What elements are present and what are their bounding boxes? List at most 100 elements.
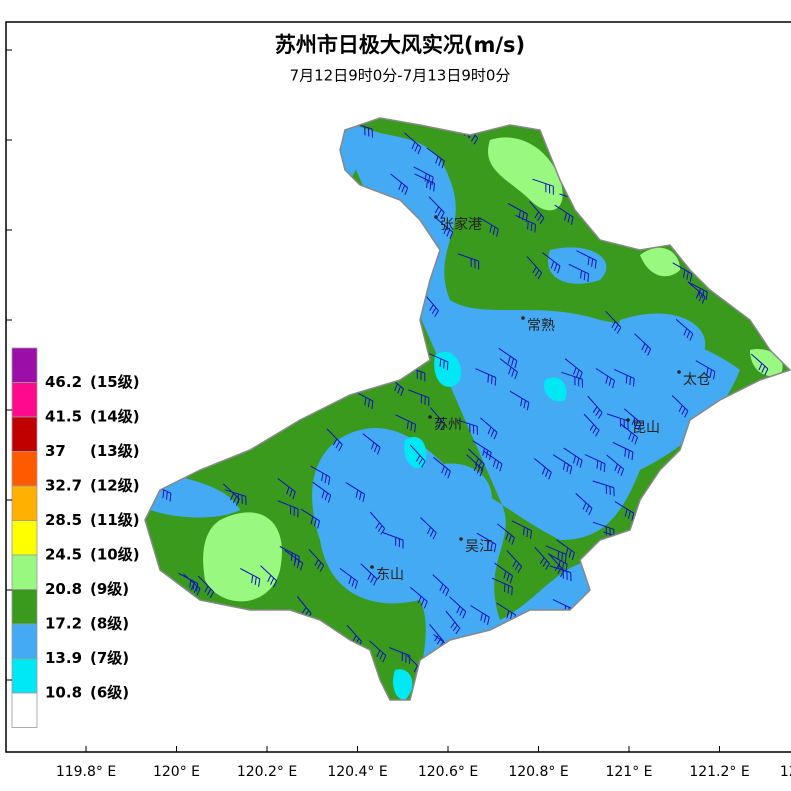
wind-barb xyxy=(730,568,752,587)
legend-grade: (15级) xyxy=(90,373,140,391)
wind-barb xyxy=(498,347,518,369)
wind-barb xyxy=(711,187,732,207)
wind-barb xyxy=(750,456,769,478)
wind-barb xyxy=(276,137,296,158)
wind-barb xyxy=(595,368,615,389)
wind-barb xyxy=(345,482,366,503)
wind-barb xyxy=(369,511,386,535)
wind-barb xyxy=(497,523,515,545)
wind-barb xyxy=(387,317,404,341)
wind-barb xyxy=(224,489,247,506)
wind-barb xyxy=(687,281,706,304)
wind-barb xyxy=(427,352,449,371)
wind-barb xyxy=(740,525,759,548)
legend-swatch xyxy=(11,658,38,694)
wind-barb xyxy=(669,522,688,544)
wind-barb xyxy=(164,628,182,651)
x-tick-label: 120.6° E xyxy=(418,764,478,780)
wind-barb xyxy=(672,262,693,282)
wind-barb xyxy=(206,154,226,175)
wind-barb xyxy=(701,494,720,516)
wind-barb xyxy=(583,413,600,437)
legend-swatch xyxy=(11,347,38,383)
legend-grade: (7级) xyxy=(90,649,129,667)
wind-barb xyxy=(704,523,726,541)
wind-barb xyxy=(250,668,265,692)
legend-value: 10.8 xyxy=(45,684,82,702)
legend-swatch xyxy=(11,554,38,590)
wind-barb xyxy=(614,501,635,521)
wind-barb xyxy=(305,388,320,413)
wind-barb xyxy=(150,612,167,636)
wind-barb xyxy=(687,185,709,204)
wind-barb xyxy=(724,221,746,240)
wind-barb xyxy=(756,682,779,700)
place-label: 苏州 xyxy=(434,417,462,433)
wind-barb xyxy=(709,499,730,520)
wind-barb xyxy=(735,656,754,679)
wind-barb xyxy=(563,447,583,468)
place-label: 常熟 xyxy=(527,318,555,334)
wind-barb xyxy=(166,295,185,317)
wind-barb xyxy=(499,358,518,380)
wind-barb xyxy=(435,217,454,240)
wind-barb xyxy=(533,458,552,480)
wind-barb xyxy=(649,615,671,632)
wind-barb xyxy=(240,568,261,587)
wind-barb xyxy=(300,508,320,529)
legend-grade: (9级) xyxy=(90,580,129,598)
wind-barb xyxy=(715,618,731,642)
wind-barb xyxy=(787,438,790,456)
wind-barb xyxy=(602,586,625,602)
wind-barb xyxy=(312,481,332,503)
wind-barb xyxy=(220,661,242,679)
wind-barb xyxy=(729,150,747,173)
wind-barb xyxy=(227,158,250,176)
wind-barb xyxy=(227,239,247,260)
wind-barb xyxy=(612,442,634,461)
legend-value: 37 xyxy=(45,442,66,460)
x-tick-label: 120.2° E xyxy=(237,764,297,780)
wind-barb xyxy=(536,677,558,696)
wind-barb xyxy=(260,565,278,588)
wind-barb xyxy=(468,448,485,471)
x-tick-label: 120.4° E xyxy=(327,764,387,780)
wind-barb xyxy=(292,242,311,264)
legend-value: 20.8 xyxy=(45,580,82,598)
wind-barb xyxy=(669,468,687,491)
wind-barb xyxy=(216,659,233,683)
wind-barb xyxy=(299,654,319,675)
wind-barb xyxy=(276,262,296,283)
wind-barb xyxy=(680,144,701,163)
wind-barb xyxy=(554,204,574,225)
x-tick-label: 121.2° E xyxy=(689,764,749,780)
x-tick-label: 119.8° E xyxy=(56,764,116,780)
place-dot xyxy=(459,537,463,541)
wind-barb xyxy=(557,663,580,680)
wind-barb xyxy=(554,634,570,658)
wind-barb xyxy=(765,539,784,561)
wind-barb xyxy=(311,639,328,663)
wind-barb xyxy=(339,567,358,589)
title: 苏州市日极大风实况(m/s) xyxy=(275,33,525,57)
wind-barb xyxy=(225,316,244,338)
legend-grade: (13级) xyxy=(90,442,140,460)
place-dot xyxy=(428,415,432,419)
wind-barb xyxy=(183,573,201,596)
wind-barb xyxy=(491,577,513,596)
wind-barb xyxy=(404,258,425,278)
wind-barb xyxy=(711,185,728,208)
wind-barb xyxy=(576,250,597,269)
wind-barb xyxy=(760,442,780,464)
wind-barb xyxy=(548,649,564,673)
wind-barb xyxy=(352,290,375,307)
wind-barb xyxy=(695,360,716,380)
wind-barb xyxy=(520,690,542,700)
legend-grade: (14级) xyxy=(90,408,140,426)
wind-barb xyxy=(786,141,790,159)
wind-barb xyxy=(476,532,497,553)
wind-barb xyxy=(420,517,437,540)
wind-barb xyxy=(198,274,214,298)
wind-barb xyxy=(542,252,561,274)
